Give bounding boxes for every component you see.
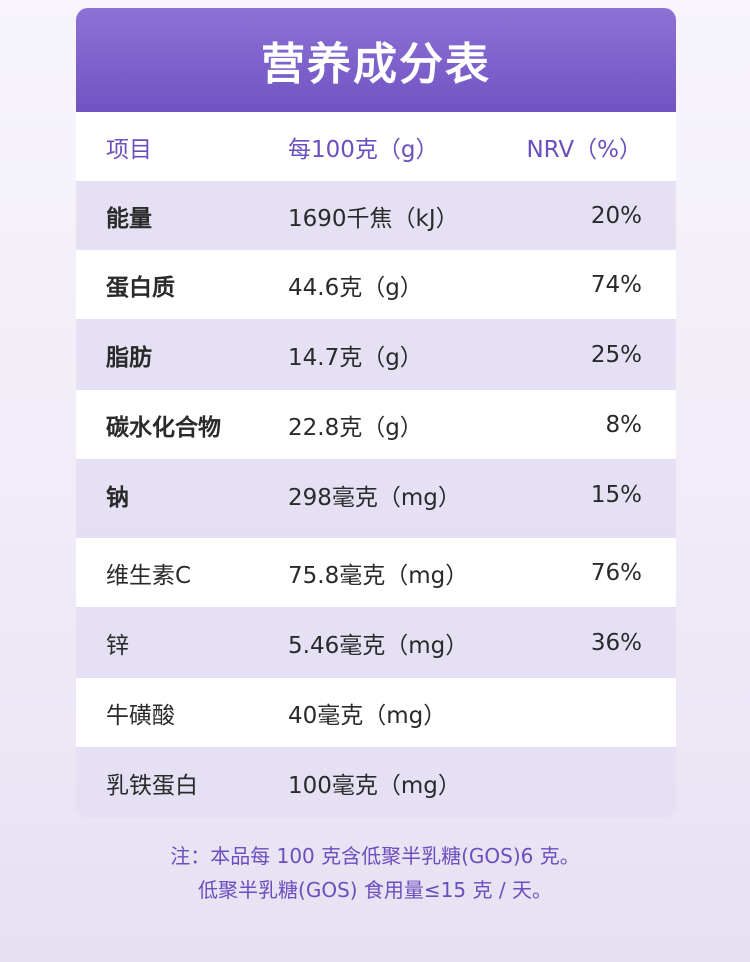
row-nrv: 8% xyxy=(605,411,643,438)
nutrition-card: 营养成分表 项目 每100克（g） NRV（%） 能量 1690千焦（kJ） 2… xyxy=(76,8,676,818)
row-amount: 40毫克（mg） xyxy=(288,702,447,729)
row-amount: 5.46毫克（mg） xyxy=(288,632,469,659)
row-name: 牛磺酸 xyxy=(106,702,175,729)
footnote-line-2: 低聚半乳糖(GOS) 食用量≤15 克 / 天。 xyxy=(198,878,552,902)
row-nrv: 76% xyxy=(590,559,642,586)
table-row: 锌 5.46毫克（mg） 36% xyxy=(76,608,676,677)
header-item: 项目 xyxy=(106,136,152,163)
header-per100: 每100克（g） xyxy=(288,136,439,163)
row-amount: 100毫克（mg） xyxy=(288,772,461,799)
row-name: 钠 xyxy=(106,484,129,511)
row-name: 碳水化合物 xyxy=(106,414,221,441)
row-name: 脂肪 xyxy=(106,344,152,371)
row-name: 乳铁蛋白 xyxy=(106,772,198,799)
table-row: 脂肪 14.7克（g） 25% xyxy=(76,320,676,389)
table-row: 蛋白质 44.6克（g） 74% xyxy=(76,250,676,319)
footnote-line-1: 注：本品每 100 克含低聚半乳糖(GOS)6 克。 xyxy=(170,844,580,868)
row-nrv: 74% xyxy=(590,271,642,298)
table-row: 能量 1690千焦（kJ） 20% xyxy=(76,181,676,250)
row-name: 蛋白质 xyxy=(106,274,175,301)
title-bar: 营养成分表 xyxy=(76,8,676,112)
row-amount: 1690千焦（kJ） xyxy=(288,205,459,232)
table-row: 乳铁蛋白 100毫克（mg） xyxy=(76,748,676,817)
header-nrv: NRV（%） xyxy=(526,136,642,163)
row-nrv: 25% xyxy=(590,341,642,368)
row-nrv: 20% xyxy=(590,202,642,229)
row-amount: 22.8克（g） xyxy=(288,414,423,441)
row-name: 能量 xyxy=(106,205,152,232)
row-name: 维生素C xyxy=(106,562,192,589)
table-row: 碳水化合物 22.8克（g） 8% xyxy=(76,390,676,459)
table-row: 牛磺酸 40毫克（mg） xyxy=(76,678,676,747)
table-row: 钠 298毫克（mg） 15% xyxy=(76,460,676,529)
row-amount: 298毫克（mg） xyxy=(288,484,461,511)
table-row: 维生素C 75.8毫克（mg） 76% xyxy=(76,538,676,607)
table-header-row: 项目 每100克（g） NRV（%） xyxy=(76,112,676,181)
row-amount: 14.7克（g） xyxy=(288,344,423,371)
row-amount: 75.8毫克（mg） xyxy=(288,562,469,589)
row-nrv: 36% xyxy=(590,629,642,656)
row-name: 锌 xyxy=(106,632,129,659)
row-amount: 44.6克（g） xyxy=(288,274,423,301)
row-nrv: 15% xyxy=(590,481,642,508)
table-title: 营养成分表 xyxy=(261,39,491,90)
